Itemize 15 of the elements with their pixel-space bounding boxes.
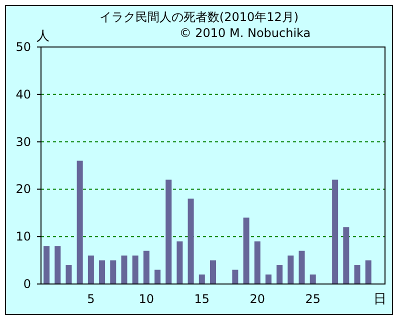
ytick: 30 [16, 134, 31, 149]
ytick: 0 [23, 277, 31, 291]
ytick: 10 [16, 230, 31, 244]
xtick: 5 [87, 292, 95, 306]
xlabel: 日 [374, 292, 386, 307]
ylabel: 人 [36, 29, 50, 44]
title: イラク民間人の死者数(2010年12月) [99, 10, 299, 24]
xtick: 25 [305, 292, 320, 306]
xtick: 20 [250, 292, 266, 306]
annotation: © 2010 M. Nobuchika [179, 26, 311, 40]
xtick: 15 [194, 292, 210, 306]
ytick: 50 [16, 40, 31, 54]
xtick: 10 [138, 292, 154, 306]
ytick: 40 [16, 87, 31, 102]
ytick: 20 [16, 182, 31, 196]
